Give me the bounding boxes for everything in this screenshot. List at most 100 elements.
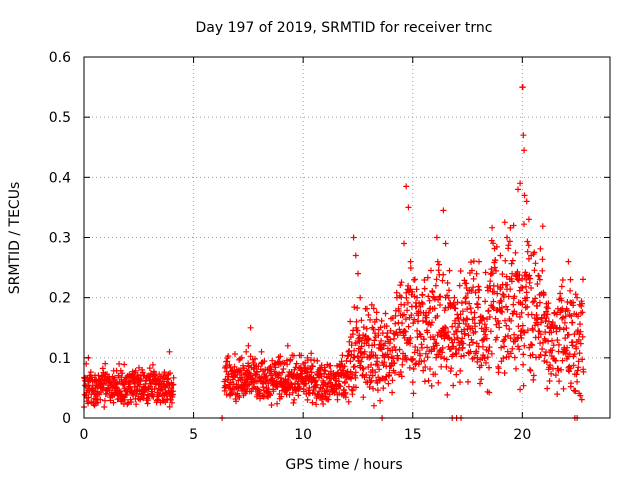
y-tick-label: 0.3 [49,231,71,247]
x-axis-label: GPS time / hours [285,457,402,473]
data-point [354,327,361,334]
data-point [532,260,539,267]
data-point [579,333,586,340]
data-point [578,396,585,403]
data-point [441,324,448,331]
data-point [373,309,380,316]
data-point [488,270,495,277]
data-point [440,271,447,278]
data-point [489,224,496,231]
data-point [555,367,562,374]
data-point [574,378,581,385]
data-point [475,294,482,301]
data-point [496,324,503,331]
data-point [493,243,500,250]
data-point [404,299,411,306]
data-point [514,268,521,275]
data-point [401,328,408,334]
data-point [339,352,346,359]
data-point [480,315,487,322]
data-point [531,267,538,274]
data-point [392,320,399,327]
data-point [279,369,286,376]
data-point [482,298,489,305]
data-point [526,366,533,373]
data-point [421,285,428,292]
data-point [433,276,440,283]
data-point [257,395,264,402]
data-point [308,350,315,357]
data-point [399,361,406,368]
data-point [431,336,438,343]
data-point [337,383,344,390]
y-tick-label: 0 [62,411,71,427]
data-point [402,328,409,335]
data-point [520,328,527,335]
data-point [378,337,385,344]
data-point [529,325,536,332]
data-point [149,361,156,368]
data-point [547,362,554,369]
data-point [456,320,463,327]
data-point [575,313,582,320]
data-point [119,370,126,377]
data-point [574,294,581,301]
data-point [539,256,546,263]
data-point [433,234,440,241]
data-point [520,351,527,358]
data-point [489,304,496,310]
data-point [367,316,374,323]
data-point [524,303,531,310]
data-point [370,305,377,312]
data-point [403,183,410,190]
data-point [101,397,108,404]
data-point [534,281,541,287]
data-point [517,386,524,393]
data-point [513,311,520,318]
data-point [304,396,311,403]
data-point [527,275,534,282]
data-point [238,354,245,361]
data-point [454,299,461,306]
data-point [403,294,410,301]
data-point [368,361,375,368]
data-point [439,277,446,284]
data-point [446,267,453,274]
data-point [276,370,283,377]
data-point [507,224,514,231]
data-point [132,367,139,374]
data-point [493,267,499,274]
data-point [507,286,514,293]
data-point [429,319,435,326]
data-point [517,180,524,187]
data-point [492,257,499,264]
data-point [478,376,485,383]
data-point [579,300,585,307]
data-point [503,303,509,310]
data-point [561,319,568,326]
data-point [367,379,374,386]
data-point [291,396,298,403]
data-point [466,342,473,348]
data-point [574,367,581,374]
data-point [401,311,407,318]
data-point [559,277,566,283]
data-point [348,342,355,349]
data-point [458,300,465,306]
data-point [412,344,419,350]
data-point [243,348,250,355]
data-point [245,342,252,349]
data-point [483,359,489,366]
data-point [514,276,521,283]
data-point [352,252,359,259]
data-point [358,343,365,350]
data-point [501,343,508,350]
data-point [442,325,449,332]
data-point [520,361,527,368]
data-point [252,355,258,362]
data-point [380,385,387,392]
data-point [478,362,485,369]
data-point [476,258,482,265]
data-point [576,350,583,357]
